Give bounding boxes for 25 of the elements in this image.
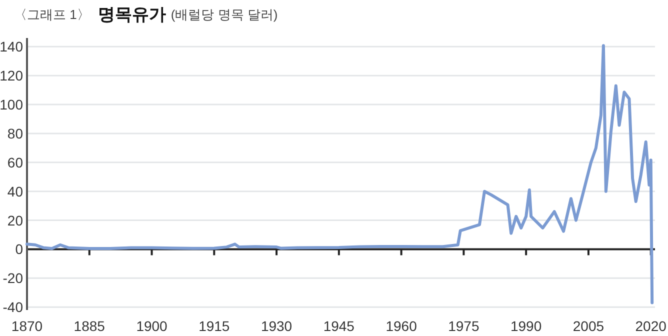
x-tick-label: 1990 — [510, 318, 542, 334]
y-tick-label: 140 — [0, 38, 24, 55]
chart-subtitle: (배럴당 명목 달러) — [170, 7, 278, 22]
y-tick-label: 80 — [7, 125, 24, 142]
y-tick-label: 20 — [7, 212, 24, 228]
x-tick-label: 2005 — [572, 318, 604, 334]
y-tick-label: 40 — [7, 183, 24, 200]
x-tick-label: 1900 — [136, 318, 168, 334]
x-tick-label: 1915 — [198, 318, 230, 334]
y-tick-label: 100 — [0, 96, 24, 113]
y-tick-label: -20 — [2, 270, 24, 286]
x-tick-label: 1945 — [323, 318, 355, 334]
x-tick-label: 1885 — [74, 318, 106, 334]
y-tick-label: 60 — [7, 154, 24, 170]
chart-title: 명목유가 — [98, 5, 166, 24]
y-tick-label: 0 — [15, 241, 24, 258]
y-tick-label: 120 — [0, 68, 24, 84]
x-tick-label: 1870 — [11, 318, 43, 334]
y-tick-label: -40 — [2, 299, 24, 316]
x-tick-label: 1975 — [448, 318, 480, 334]
x-tick-label: 1960 — [386, 318, 418, 334]
x-tick-label: 2020 — [635, 318, 667, 334]
line-series — [26, 44, 654, 304]
x-tick-label: 1930 — [260, 318, 292, 334]
text: 〈그래프 1〉 — [14, 7, 90, 22]
